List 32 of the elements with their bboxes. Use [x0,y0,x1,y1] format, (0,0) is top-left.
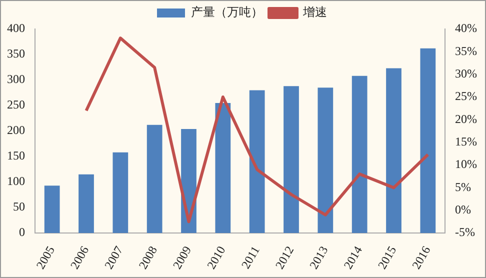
y-tick-label: 100 [7,174,25,188]
y-tick-label: 0 [19,225,25,240]
y2-tick-label: 20% [455,112,478,126]
y2-tick-label: 10% [455,157,478,172]
y2-tick-label: -5% [455,225,476,240]
y-tick-label: 350 [7,46,25,61]
y-tick-label: 50 [13,200,25,214]
y-tick-label: 200 [7,123,25,138]
legend-label: 增速 [302,5,327,20]
bar [215,102,231,234]
bar [386,68,402,234]
y2-tick-label: 40% [455,21,478,36]
y-tick-label: 400 [7,21,25,36]
y2-tick-label: 0% [455,202,472,217]
y2-tick-label: 5% [455,180,472,194]
bar [318,88,334,234]
bar [249,90,265,234]
bar [112,152,128,234]
legend-label: 产量（万吨） [191,5,263,20]
y2-tick-label: 15% [455,134,478,148]
bar [420,48,436,234]
y2-tick-label: 30% [455,66,478,80]
bar [352,76,368,234]
bar [44,186,60,234]
bar [78,174,94,234]
y2-tick-label: 25% [455,89,478,104]
bar [284,86,299,234]
y-tick-label: 250 [7,98,25,112]
y2-tick-label: 35% [455,44,478,58]
bar [146,124,162,234]
y-tick-label: 300 [7,72,25,86]
y-tick-label: 150 [7,148,25,163]
